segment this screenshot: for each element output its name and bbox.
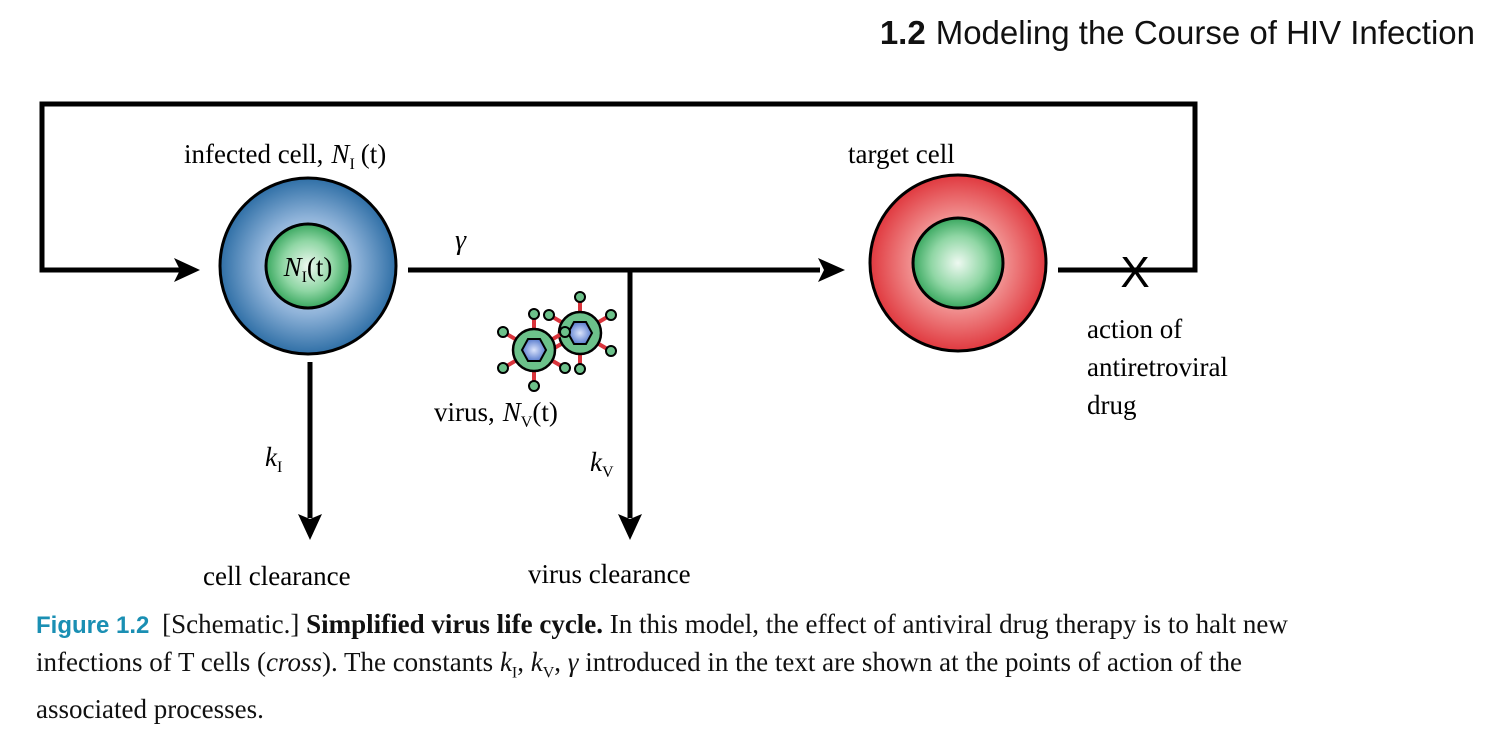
figure-label: Figure 1.2 — [36, 612, 150, 639]
target-cell-label: target cell — [848, 139, 955, 169]
drug-action-label: action of antiretroviral drug — [1087, 314, 1228, 420]
svg-text:action of: action of — [1087, 314, 1182, 344]
figure-type-tag: [Schematic.] — [162, 609, 300, 639]
drug-cross-mark: X — [1120, 248, 1149, 297]
k-v-label: kV — [590, 447, 614, 481]
feedback-loop-line — [39, 101, 1198, 273]
virus-life-cycle-diagram: NI(t) X infected ce — [39, 101, 1228, 591]
feedback-arrowhead — [174, 258, 200, 282]
svg-text:drug: drug — [1087, 390, 1137, 420]
figure-title: Simplified virus life cycle. — [306, 609, 604, 639]
section-title: Modeling the Course of HIV Infection — [935, 14, 1475, 51]
section-header: 1.2 Modeling the Course of HIV Infection — [880, 14, 1475, 52]
cell-clearance-label: cell clearance — [203, 561, 351, 591]
target-cell — [868, 173, 1048, 353]
virus-particle — [543, 291, 617, 375]
figure-caption: Figure 1.2 [Schematic.] Simplified virus… — [36, 609, 1288, 725]
k-i-label: kI — [265, 442, 282, 476]
infected-cell-label: infected cell, NI (t) — [184, 139, 386, 173]
svg-text:antiretroviral: antiretroviral — [1087, 352, 1228, 382]
infection-arrowhead — [818, 258, 845, 282]
infected-core-label: NI(t) — [283, 252, 333, 286]
section-number: 1.2 — [879, 14, 926, 51]
virus-clearance-label: virus clearance — [528, 559, 691, 589]
virus-particle — [497, 308, 571, 392]
virus-label: virus, NV(t) — [434, 397, 558, 431]
infected-cell: NI(t) — [218, 176, 398, 356]
gamma-label: γ — [455, 225, 467, 256]
cell-clearance-arrowhead — [298, 514, 322, 540]
virus-clearance-arrowhead — [618, 514, 642, 540]
